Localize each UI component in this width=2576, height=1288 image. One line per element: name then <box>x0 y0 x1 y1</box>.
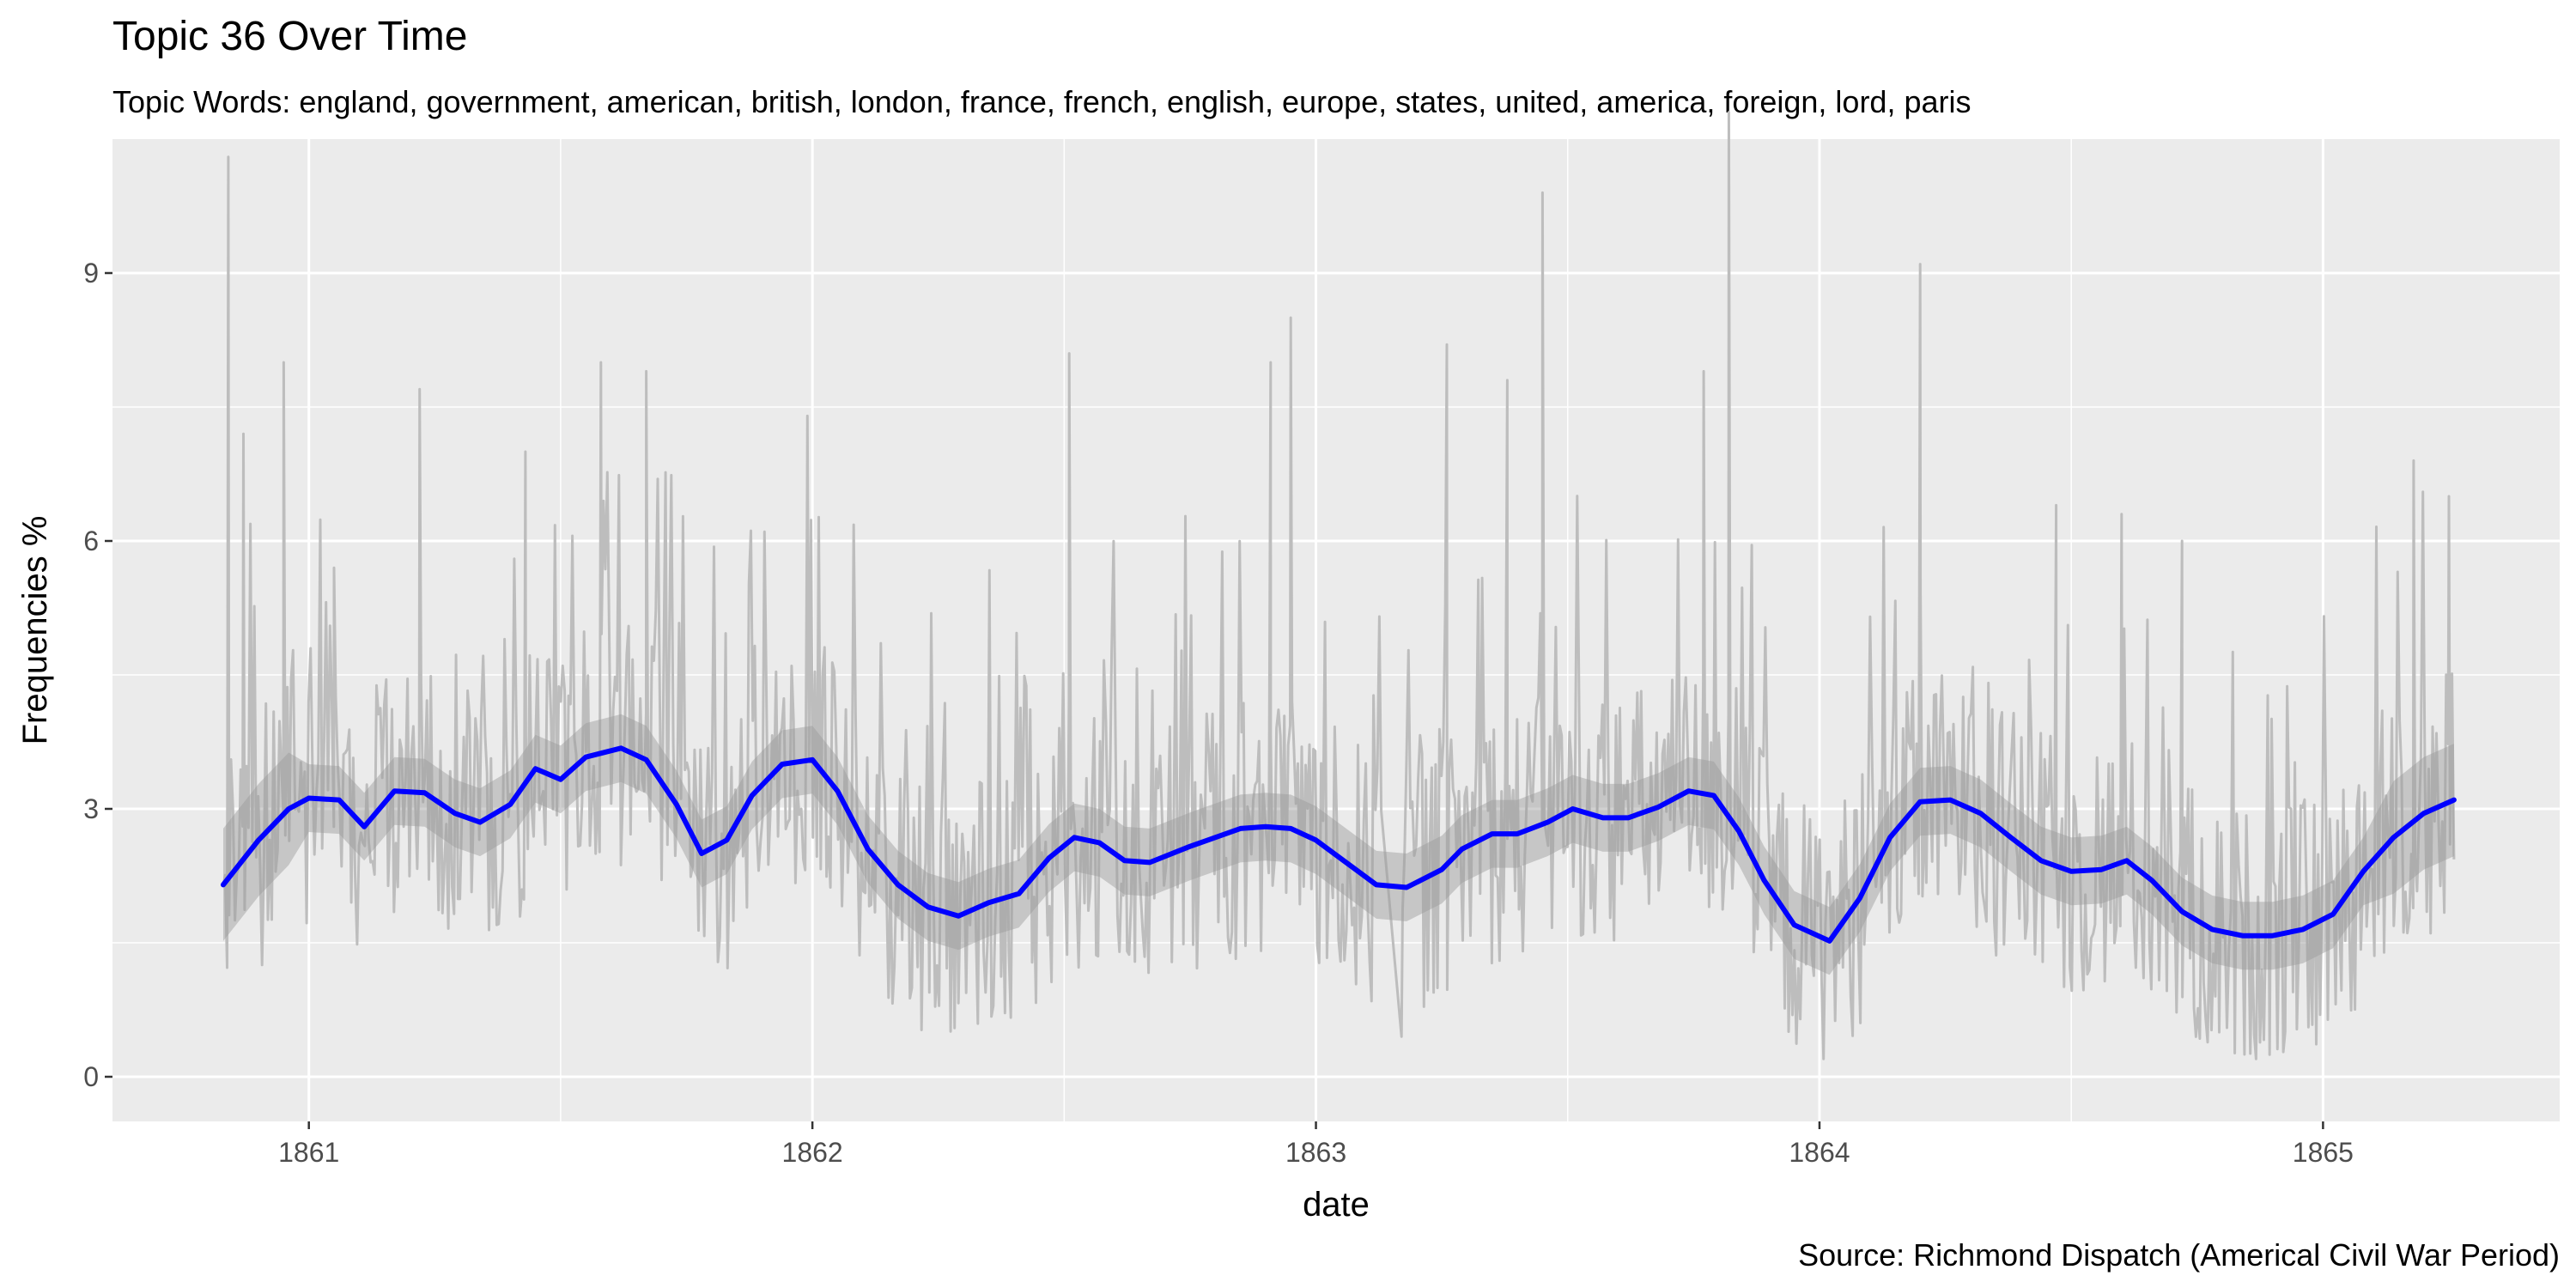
x-tick-label: 1863 <box>1285 1137 1346 1168</box>
x-axis-title: date <box>1303 1186 1370 1224</box>
y-axis: 0 3 6 9 <box>83 258 112 1092</box>
x-tick-label: 1862 <box>782 1137 843 1168</box>
raw-series-line <box>222 111 2456 1060</box>
smooth-series-layer <box>221 745 2457 944</box>
raw-series-layer <box>222 111 2456 1060</box>
y-tick-label: 0 <box>83 1061 99 1092</box>
chart-title: Topic 36 Over Time <box>112 14 467 59</box>
x-tick-label: 1861 <box>278 1137 339 1168</box>
confidence-ribbon <box>223 714 2454 975</box>
confidence-ribbon-layer <box>223 714 2454 975</box>
chart-caption: Source: Richmond Dispatch (Americal Civi… <box>1798 1237 2560 1273</box>
smooth-series-line <box>221 745 2457 944</box>
x-axis: 1861 1862 1863 1864 1865 <box>278 1121 2354 1168</box>
y-axis-title: Frequencies % <box>16 516 54 745</box>
x-tick-label: 1865 <box>2293 1137 2354 1168</box>
x-tick-label: 1864 <box>1789 1137 1850 1168</box>
grid-minor <box>112 139 2560 1121</box>
y-tick-label: 3 <box>83 793 99 824</box>
chart-subtitle: Topic Words: england, government, americ… <box>112 84 1971 119</box>
y-tick-label: 9 <box>83 258 99 289</box>
y-tick-label: 6 <box>83 526 99 556</box>
